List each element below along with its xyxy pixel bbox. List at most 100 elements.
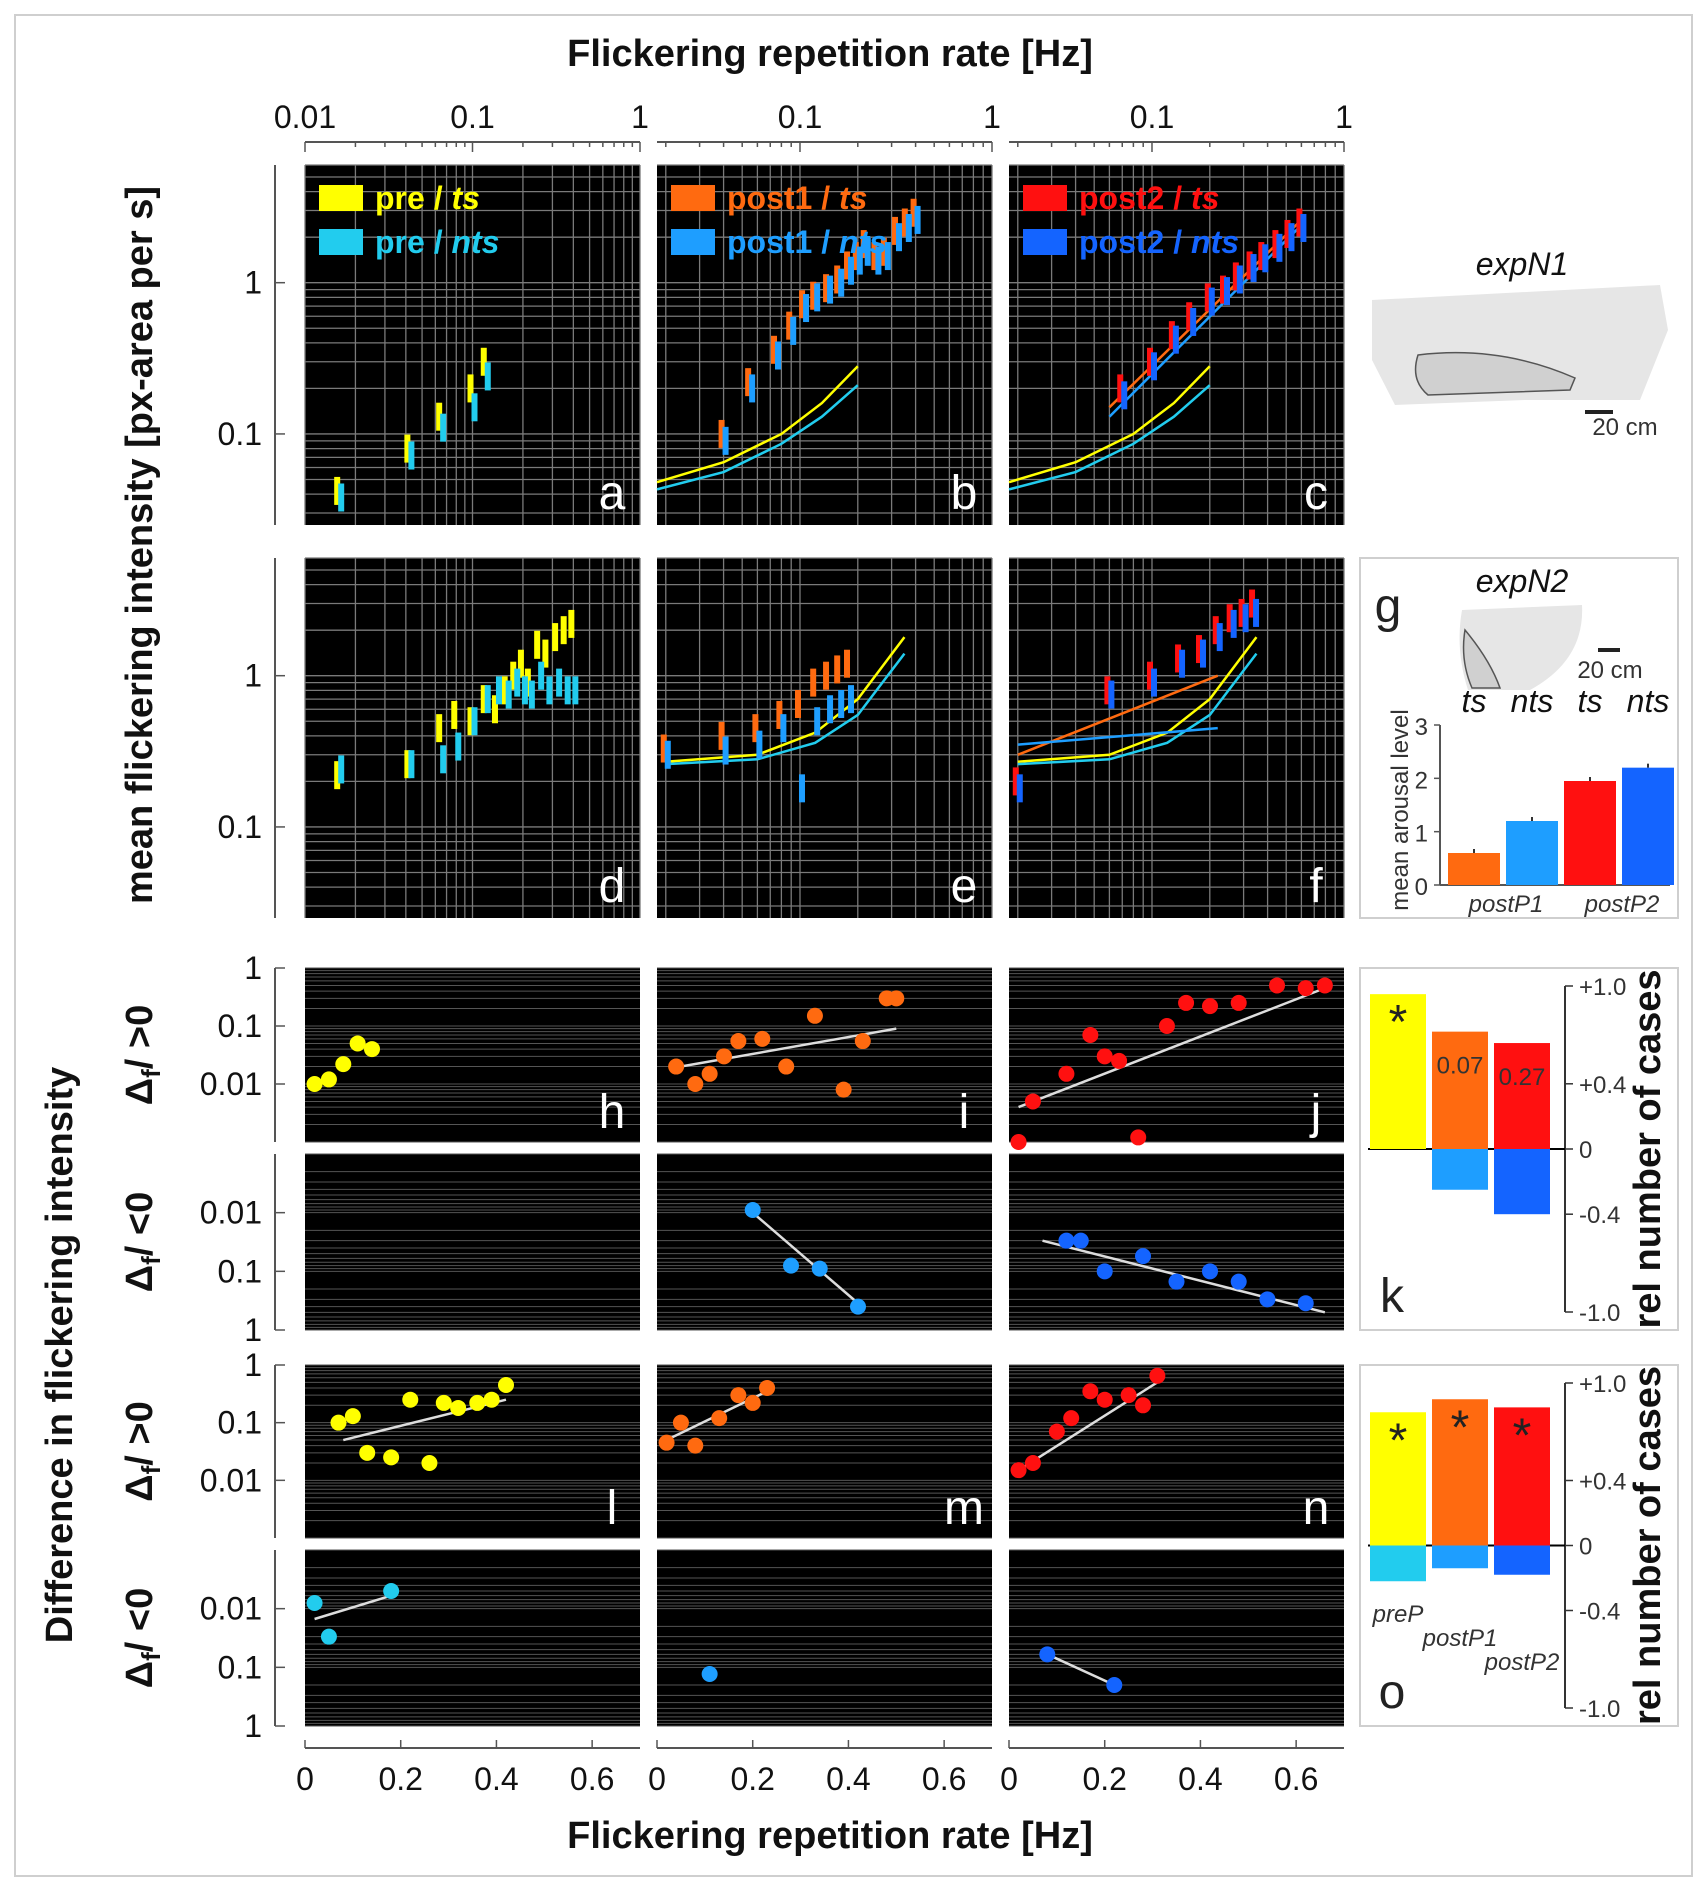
data-point: [810, 281, 817, 310]
bar-group-label: postP2: [1584, 891, 1660, 918]
y-tick-label: 0.1: [218, 809, 262, 845]
data-point: [484, 685, 491, 714]
panel-letter-f: f: [1309, 860, 1323, 913]
regression-line: [314, 1594, 392, 1621]
bar-y-tick-label: 0: [1415, 874, 1428, 901]
diff-data-point: [383, 1583, 400, 1600]
data-point: [564, 676, 571, 705]
data-point: [775, 341, 782, 370]
fit-curve: [1008, 384, 1211, 491]
legend-swatch: [1023, 229, 1067, 255]
data-point: [823, 274, 830, 303]
row-label: Δf/ <0: [119, 1588, 166, 1688]
diff-data-point: [806, 1007, 823, 1024]
data-point: [1168, 321, 1175, 350]
panel-e: e: [657, 557, 993, 918]
top-tick-label: 0.1: [450, 99, 494, 135]
bottom-tick-label: 0.2: [730, 1761, 774, 1797]
data-point: [660, 734, 667, 763]
data-point: [334, 476, 341, 505]
diff-data-point: [687, 1437, 704, 1454]
data-point: [891, 216, 898, 245]
diff-panel: [1009, 1549, 1344, 1727]
data-point: [884, 242, 891, 271]
data-point: [1246, 251, 1253, 280]
data-point: [338, 483, 345, 512]
diff-data-point: [658, 1434, 675, 1451]
data-point: [1172, 325, 1179, 354]
legend-suffix: nts: [451, 224, 499, 260]
diff-data-point: [320, 1071, 337, 1088]
data-point: [864, 237, 871, 266]
panel-letter-k: k: [1380, 1270, 1405, 1323]
diff-data-point: [1111, 1052, 1128, 1069]
diff-data-point: [783, 1257, 799, 1274]
data-point: [844, 649, 851, 678]
legend-prefix: pre /: [375, 180, 451, 216]
legend-prefix: post1 /: [727, 180, 839, 216]
figure-border: [14, 14, 1693, 1877]
data-point: [1104, 676, 1111, 705]
data-point: [823, 661, 830, 690]
data-point: [771, 335, 778, 364]
data-point: [871, 242, 878, 271]
diff-panel: h: [305, 967, 640, 1143]
diff-data-point: [759, 1379, 776, 1396]
data-point: [1175, 644, 1182, 673]
diff-y-tick-label: 1: [244, 1347, 262, 1383]
diff-panel-background: [305, 968, 640, 1142]
data-point: [718, 721, 725, 750]
bar-y-tick-label: 2: [1415, 767, 1428, 794]
diff-panel-background: [1009, 1550, 1344, 1726]
data-point: [910, 198, 917, 227]
legend-entry: post1 / nts: [727, 224, 887, 260]
fit-curve: [1017, 726, 1218, 746]
row-label: Δf/ <0: [119, 1192, 166, 1292]
scale-label-2: 20 cm: [1577, 657, 1642, 684]
legend-prefix: pre /: [375, 224, 451, 260]
bar-annotation: 0.07: [1437, 1053, 1484, 1080]
diff-data-point: [1316, 977, 1333, 994]
diff-data-point: [1082, 1026, 1099, 1043]
diff-data-point: [1106, 1676, 1123, 1693]
legend-swatch: [319, 185, 363, 211]
pos-bar: [1370, 1412, 1426, 1546]
data-point: [1200, 639, 1207, 668]
data-point: [408, 750, 415, 779]
bar-annotation: *: [1513, 1409, 1532, 1462]
legend-swatch: [319, 229, 363, 255]
data-point: [440, 413, 447, 442]
data-point: [827, 275, 834, 304]
diff-data-point: [335, 1056, 352, 1073]
panel-letter-o: o: [1379, 1666, 1406, 1719]
panel-o-frame: [1359, 1364, 1679, 1727]
diff-panel: l: [305, 1364, 640, 1539]
legend-entry: post2 / nts: [1079, 224, 1239, 260]
data-point: [752, 714, 759, 743]
diff-data-point: [835, 1081, 852, 1098]
bottom-tick-label: 0.2: [1082, 1761, 1126, 1797]
bottom-tick-label: 0: [296, 1761, 314, 1797]
data-point: [436, 402, 443, 431]
data-point: [1258, 242, 1265, 271]
data-point: [436, 714, 443, 743]
diff-data-point: [1297, 980, 1314, 997]
arena-expN2-ts-zone: [1462, 628, 1502, 689]
data-point: [1121, 381, 1128, 410]
data-point: [749, 374, 756, 403]
data-point: [1249, 589, 1256, 618]
diff-y-tick-label: 0.01: [200, 1066, 262, 1102]
arousal-bar: [1448, 853, 1500, 885]
data-point: [480, 685, 487, 714]
data-point: [1276, 233, 1283, 262]
data-point: [1117, 374, 1124, 403]
bar-annotation: 0.27: [1499, 1064, 1546, 1091]
data-point: [1300, 213, 1307, 242]
data-point: [860, 230, 867, 259]
data-point: [1219, 275, 1226, 304]
legend-suffix: ts: [839, 180, 867, 216]
fit-curve: [1017, 652, 1258, 766]
panel-b-background: [657, 165, 992, 525]
panel-f: f: [1009, 557, 1345, 918]
